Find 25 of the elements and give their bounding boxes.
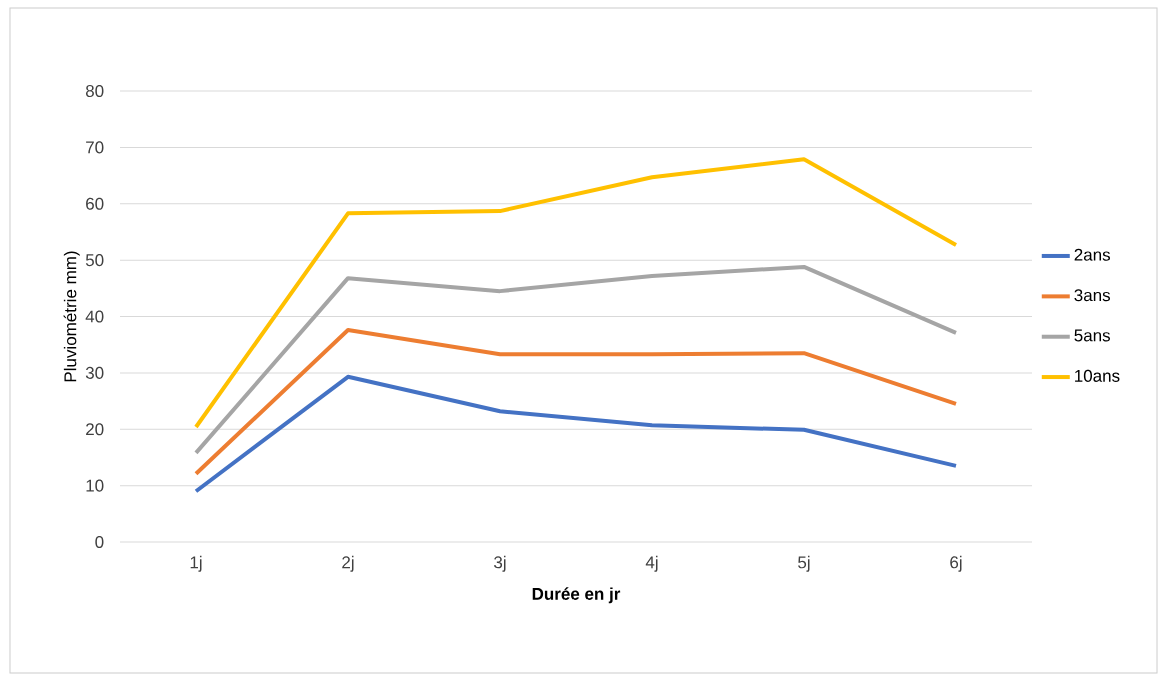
x-axis-title: Durée en jr <box>532 587 621 604</box>
line-series <box>194 328 958 476</box>
legend-label: 2ans <box>1074 248 1111 261</box>
y-tick-label: 60 <box>86 197 104 210</box>
x-tick-label: 6j <box>950 555 962 572</box>
line-series <box>194 264 958 455</box>
legend-label: 5ans <box>1074 329 1111 342</box>
legend-label: 3ans <box>1074 289 1111 302</box>
y-tick-label: 30 <box>85 366 104 379</box>
line-series <box>194 157 958 429</box>
line-series <box>194 374 958 494</box>
y-tick-label: 20 <box>86 423 104 436</box>
y-tick-label: 80 <box>85 84 104 98</box>
y-tick-label: 40 <box>85 310 104 323</box>
legend-label: 10ans <box>1075 369 1120 382</box>
y-axis-title: Pluviométrie mm) <box>63 251 80 382</box>
x-tick-label: 5j <box>798 555 810 572</box>
x-tick-label: 2j <box>342 555 354 572</box>
x-tick-label: 4j <box>645 555 658 572</box>
y-tick-label: 0 <box>95 535 104 549</box>
y-tick-label: 10 <box>86 479 104 492</box>
x-tick-label: 1j <box>190 555 202 572</box>
x-tick-label: 3j <box>494 555 506 572</box>
y-tick-label: 50 <box>85 254 104 267</box>
y-tick-label: 70 <box>86 141 104 154</box>
